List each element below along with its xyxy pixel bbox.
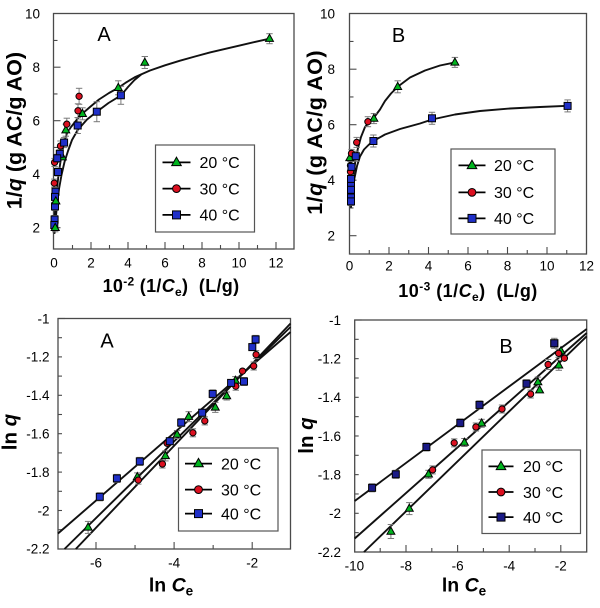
svg-text:40 °C: 40 °C [523, 510, 563, 527]
svg-text:-8: -8 [400, 559, 412, 574]
svg-text:20 °C: 20 °C [494, 158, 534, 175]
svg-text:-2.2: -2.2 [318, 545, 341, 560]
svg-text:-6: -6 [452, 559, 464, 574]
svg-text:1/q (g AC/g AO): 1/q (g AC/g AO) [303, 50, 327, 215]
svg-text:8: 8 [198, 256, 206, 271]
svg-text:-2: -2 [246, 556, 258, 571]
svg-text:10: 10 [320, 7, 335, 22]
svg-text:4: 4 [425, 259, 433, 274]
svg-text:2: 2 [327, 229, 335, 244]
svg-text:4: 4 [327, 173, 335, 188]
svg-text:10-3 (1/Ce) (L/g): 10-3 (1/Ce) (L/g) [398, 280, 537, 305]
svg-text:12: 12 [579, 259, 594, 274]
svg-text:B: B [392, 25, 405, 47]
svg-text:-4: -4 [503, 559, 515, 574]
svg-text:40 °C: 40 °C [221, 506, 261, 523]
svg-text:-1: -1 [329, 313, 341, 328]
svg-text:20 °C: 20 °C [523, 459, 563, 476]
svg-text:-2: -2 [555, 559, 567, 574]
svg-text:6: 6 [464, 259, 472, 274]
svg-text:30 °C: 30 °C [200, 181, 240, 198]
svg-text:-4: -4 [168, 556, 180, 571]
svg-text:40 °C: 40 °C [200, 208, 240, 225]
svg-text:4: 4 [32, 167, 40, 182]
svg-text:ln Ce: ln Ce [442, 575, 487, 599]
svg-text:20 °C: 20 °C [221, 456, 261, 473]
svg-text:A: A [97, 24, 111, 46]
svg-text:0: 0 [50, 256, 58, 271]
svg-text:6: 6 [327, 118, 335, 133]
svg-text:-2.2: -2.2 [26, 542, 49, 557]
svg-text:8: 8 [32, 60, 40, 75]
svg-text:12: 12 [268, 256, 283, 271]
svg-text:30 °C: 30 °C [494, 185, 534, 202]
svg-text:0: 0 [346, 259, 354, 274]
svg-text:6: 6 [161, 256, 169, 271]
svg-text:8: 8 [504, 259, 512, 274]
svg-text:ln q: ln q [295, 417, 318, 454]
svg-text:-2: -2 [329, 506, 341, 521]
svg-text:4: 4 [124, 256, 132, 271]
svg-text:6: 6 [32, 114, 40, 129]
svg-text:-1.4: -1.4 [318, 390, 342, 405]
svg-text:-1.2: -1.2 [26, 350, 49, 365]
svg-text:30 °C: 30 °C [221, 482, 261, 499]
svg-text:ln q: ln q [0, 413, 22, 450]
svg-text:10: 10 [539, 259, 554, 274]
svg-text:2: 2 [87, 256, 95, 271]
svg-text:-10: -10 [345, 559, 365, 574]
svg-text:40 °C: 40 °C [494, 211, 534, 228]
svg-text:-1.6: -1.6 [318, 429, 341, 444]
svg-text:8: 8 [327, 62, 335, 77]
svg-text:-1.4: -1.4 [26, 388, 50, 403]
svg-text:2: 2 [385, 259, 393, 274]
svg-text:-1.2: -1.2 [318, 351, 341, 366]
svg-text:10-2 (1/Ce) (L/g): 10-2 (1/Ce) (L/g) [103, 275, 240, 300]
svg-text:-2: -2 [37, 503, 49, 518]
svg-text:30 °C: 30 °C [523, 485, 563, 502]
svg-text:B: B [499, 336, 512, 358]
svg-text:10: 10 [231, 256, 246, 271]
svg-text:A: A [100, 331, 114, 353]
svg-text:20 °C: 20 °C [200, 155, 240, 172]
svg-text:2: 2 [32, 221, 40, 236]
svg-text:-1: -1 [37, 311, 49, 326]
svg-text:-6: -6 [90, 556, 102, 571]
svg-text:1/q (g AC/g AO): 1/q (g AC/g AO) [3, 52, 27, 209]
svg-text:-1.8: -1.8 [318, 467, 341, 482]
svg-text:-1.8: -1.8 [26, 465, 49, 480]
svg-text:-1.6: -1.6 [26, 427, 49, 442]
svg-text:10: 10 [25, 7, 40, 22]
